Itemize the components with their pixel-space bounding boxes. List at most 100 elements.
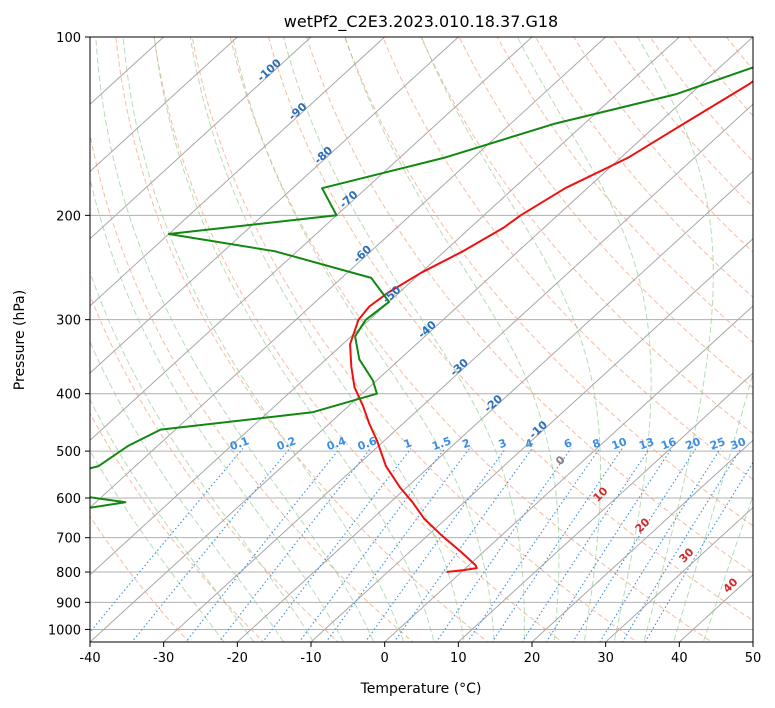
chart-title: wetPf2_C2E3.2023.010.18.37.G18 xyxy=(284,12,558,32)
x-tick-label: 30 xyxy=(597,651,614,666)
dry-adiabat-line xyxy=(458,37,753,389)
mixing-ratio-label: 30 xyxy=(729,435,748,453)
y-tick-label: 600 xyxy=(56,492,81,507)
isotherm-grid-line xyxy=(383,305,753,642)
mixing-ratio-label: 2 xyxy=(461,436,473,451)
moist-adiabat-label: 10 xyxy=(591,484,611,504)
dry-adiabat-line xyxy=(573,37,753,253)
mixing-ratio-label: 25 xyxy=(708,435,727,452)
isotherm-label: -90 xyxy=(286,100,310,123)
isotherm-grid-line xyxy=(90,37,753,642)
isotherm-label: -30 xyxy=(448,356,472,379)
moist-adiabat-line xyxy=(90,449,225,642)
moist-adiabat-line xyxy=(673,371,753,642)
isotherm-grid-line xyxy=(90,37,386,307)
dry-adiabat-line xyxy=(649,37,753,163)
y-tick-label: 100 xyxy=(56,31,81,46)
mixing-ratio-line xyxy=(262,448,412,642)
dry-adiabat-line xyxy=(90,293,339,642)
y-tick-label: 1000 xyxy=(48,623,81,638)
isotherm-label: -70 xyxy=(337,188,361,211)
mixing-ratio-line xyxy=(491,448,623,642)
dry-adiabat-line xyxy=(229,37,713,642)
dry-adiabat-line xyxy=(115,37,489,642)
y-tick-label: 900 xyxy=(56,596,81,611)
axes: -40 -30 -20 -10 0 10 20 30 40 5010020030040050060… xyxy=(48,31,761,666)
mixing-ratio-label: 6 xyxy=(562,436,574,451)
mixing-ratio-label: 0.4 xyxy=(325,434,348,453)
mixing-ratio-line xyxy=(521,448,650,642)
y-tick-label: 700 xyxy=(56,532,81,547)
moist-adiabat-line xyxy=(90,398,255,642)
isotherm-grid-line xyxy=(310,237,753,642)
mixing-ratio-line xyxy=(466,448,600,642)
dry-adiabat-line xyxy=(382,37,753,481)
dry-adiabat-line xyxy=(191,37,638,642)
x-axis-label: Temperature (°C) xyxy=(360,681,482,697)
mixing-ratio-line xyxy=(435,448,572,642)
isotherm-label: -40 xyxy=(415,318,439,341)
isotherm-grid-line xyxy=(90,37,607,509)
dewpoint-profile-line xyxy=(90,66,753,509)
moist-adiabat-line xyxy=(344,37,560,642)
moist-adiabat-line xyxy=(153,37,435,642)
mixing-ratio-label: 1 xyxy=(402,436,414,451)
temperature-profile-line xyxy=(349,79,753,573)
dry-adiabat-line xyxy=(756,27,775,649)
moist-adiabat-line xyxy=(90,340,285,642)
dry-adiabat-line xyxy=(90,515,190,642)
isotherm-label: -100 xyxy=(255,56,284,84)
moist-adiabat-line xyxy=(95,37,375,642)
moist-adiabat-line xyxy=(90,176,345,642)
y-tick-label: 500 xyxy=(56,445,81,460)
mixing-ratio-label: 13 xyxy=(637,435,656,452)
mixing-ratio-line xyxy=(599,448,721,642)
isotherm-grid-line xyxy=(90,37,312,240)
moist-adiabat-line xyxy=(189,37,465,642)
x-tick-label: -10 xyxy=(300,651,321,666)
dry-adiabat-line xyxy=(611,37,753,208)
isotherm-grid-line xyxy=(752,641,753,642)
x-tick-label: 50 xyxy=(745,651,762,666)
isotherm-grid-line xyxy=(90,37,533,442)
plot-area xyxy=(90,27,775,649)
x-tick-label: -30 xyxy=(153,651,174,666)
isotherm-grid-line xyxy=(457,372,753,642)
y-tick-label: 300 xyxy=(56,314,81,329)
mixing-ratio-label: 3 xyxy=(497,436,509,451)
y-tick-label: 200 xyxy=(56,209,81,224)
moist-adiabat-line xyxy=(122,37,405,642)
mixing-ratio-label: 0.1 xyxy=(228,434,251,453)
isotherm-grid-line xyxy=(90,37,239,173)
isotherm-grid-line xyxy=(531,439,753,642)
x-tick-label: 20 xyxy=(524,651,541,666)
y-tick-label: 400 xyxy=(56,388,81,403)
isotherm-grid-line xyxy=(604,506,753,642)
mixing-ratio-line xyxy=(325,448,470,642)
dry-adiabat-line xyxy=(153,37,564,642)
mixing-ratio-line xyxy=(185,448,341,642)
isotherm-grid-line xyxy=(162,103,753,642)
mixing-ratio-line xyxy=(644,461,753,642)
mixing-ratio-line xyxy=(621,448,742,642)
dry-adiabat-line xyxy=(268,37,753,622)
moist-adiabat-label: 30 xyxy=(677,545,697,565)
moist-adiabat-line xyxy=(90,270,315,642)
mixing-ratio-label: 20 xyxy=(684,435,703,453)
mixing-ratio-label: 8 xyxy=(591,436,603,451)
dry-adiabat-line xyxy=(725,37,753,71)
isotherm-label: -20 xyxy=(482,392,506,415)
isotherm-grid-line xyxy=(90,37,460,374)
x-tick-label: 10 xyxy=(450,651,467,666)
x-tick-label: -20 xyxy=(227,651,248,666)
mixing-ratio-line xyxy=(545,448,673,642)
mixing-ratio-label: 16 xyxy=(659,435,678,453)
isotherm-label: -80 xyxy=(312,144,336,167)
mixing-ratio-line xyxy=(572,448,697,642)
dry-adiabat-line xyxy=(420,37,753,435)
plot-frame xyxy=(89,36,754,643)
mixing-ratio-line xyxy=(298,448,446,642)
mixing-ratio-label: 10 xyxy=(610,435,629,453)
mixing-ratio-line xyxy=(131,448,291,642)
moist-adiabat-line xyxy=(421,37,602,642)
